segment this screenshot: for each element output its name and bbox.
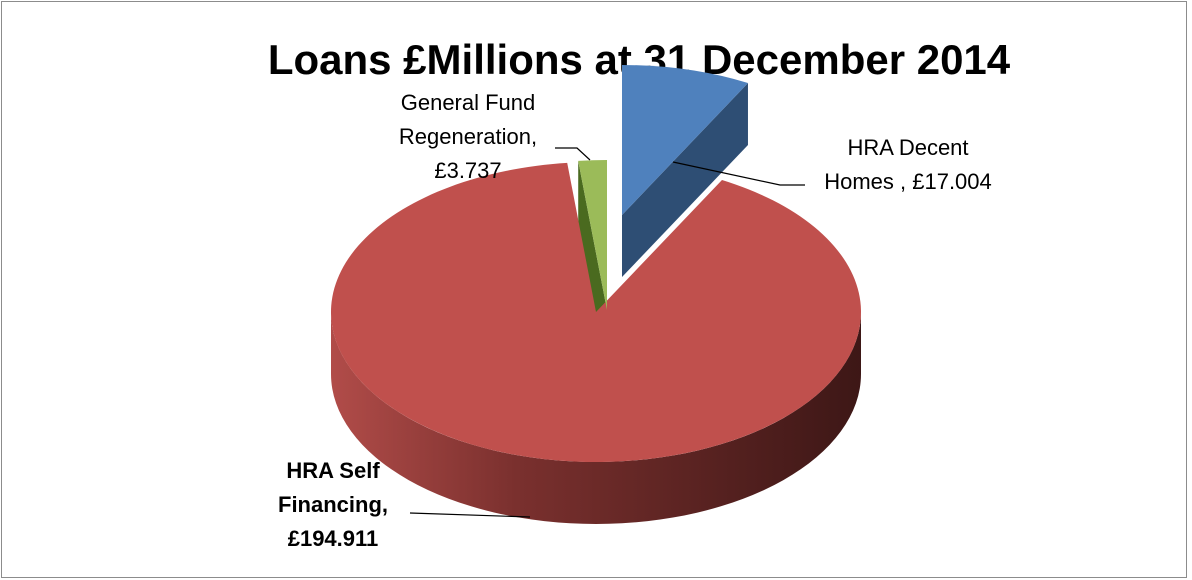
data-label-line: £3.737 xyxy=(434,158,501,183)
data-label-line: Homes , £17.004 xyxy=(824,169,992,194)
data-label-hra-self-financing: HRA Self Financing, £194.911 xyxy=(278,458,531,551)
data-label-line: Financing, xyxy=(278,492,388,517)
data-label-line: HRA Decent xyxy=(847,135,968,160)
data-label-general-fund-regeneration: General Fund Regeneration, £3.737 xyxy=(399,90,591,183)
data-label-line: HRA Self xyxy=(286,458,380,483)
data-label-line: £194.911 xyxy=(288,526,379,551)
data-label-hra-decent-homes: HRA Decent Homes , £17.004 xyxy=(672,135,992,194)
slice-wall-0 xyxy=(622,83,748,278)
slice-hra-decent-homes xyxy=(622,65,748,215)
slice-side-hra-self-financing xyxy=(331,312,861,524)
slice-hra-self-financing xyxy=(330,162,862,462)
data-label-line: General Fund xyxy=(401,90,536,115)
slice-general-fund-regeneration xyxy=(578,160,607,310)
data-label-line: Regeneration, xyxy=(399,124,537,149)
leader-line xyxy=(409,512,531,518)
leader-line xyxy=(555,147,591,161)
leader-line xyxy=(672,161,805,186)
